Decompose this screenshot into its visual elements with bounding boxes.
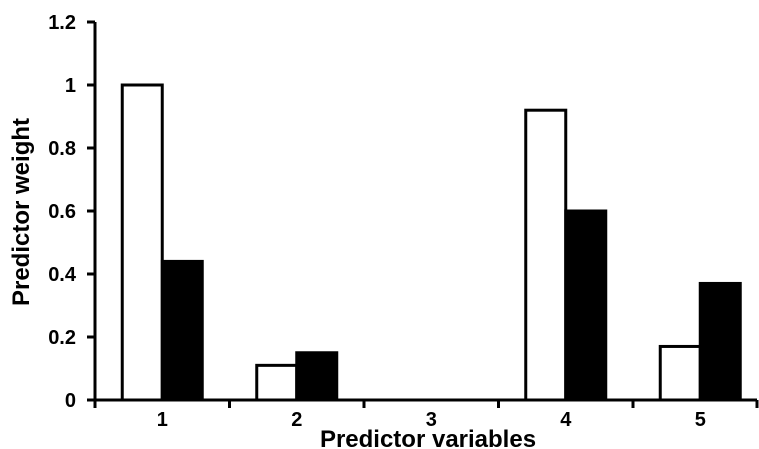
y-axis-title: Predictor weight	[8, 118, 35, 306]
ticks-group: 0 0.2 0.4 0.6 0.8 1 1.2 1 2 3 4 5	[48, 12, 759, 431]
bar-series2-cat-4	[564, 209, 608, 402]
bar-series1-cat-2	[255, 363, 299, 402]
y-tick-label: 0.4	[48, 264, 77, 286]
y-tick-label: 0.6	[48, 201, 76, 223]
bar-series2-cat-2	[295, 351, 339, 402]
bar-series2-cat-1	[160, 259, 204, 402]
x-tick-label: 2	[291, 409, 302, 431]
x-axis-title: Predictor variables	[320, 426, 536, 449]
bar-series2-cat-5	[698, 281, 742, 402]
bar-series1-cat-4	[524, 108, 568, 402]
y-tick-label: 1	[65, 75, 76, 97]
x-tick-label: 4	[560, 409, 572, 431]
bar-series1-cat-5	[658, 344, 702, 402]
x-tick-label: 3	[426, 409, 437, 431]
y-tick-label: 0.2	[48, 327, 76, 349]
bar-series1-cat-1	[120, 83, 164, 402]
x-tick-label: 5	[695, 409, 706, 431]
bars-group	[120, 83, 742, 402]
y-tick-label: 1.2	[48, 12, 76, 34]
y-tick-label: 0.8	[48, 138, 76, 160]
y-tick-label: 0	[65, 390, 76, 412]
x-tick-label: 1	[157, 409, 168, 431]
